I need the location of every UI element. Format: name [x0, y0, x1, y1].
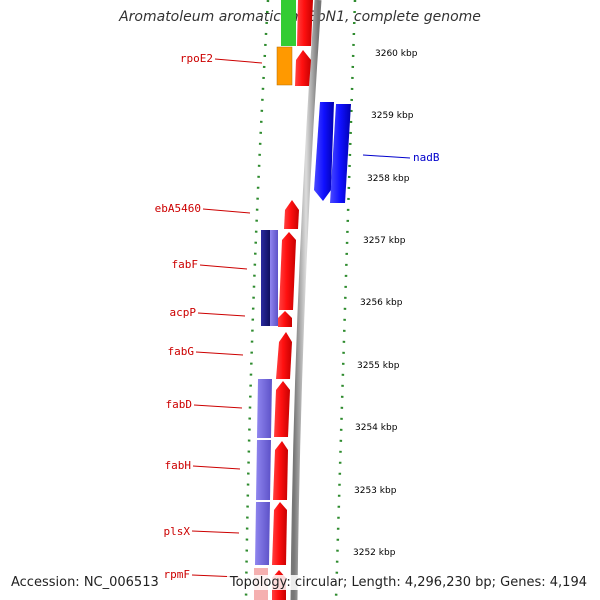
accession-label: Accession: NC_006513 — [8, 575, 162, 590]
connector-plsx — [191, 530, 240, 534]
gene-label-fabh: fabH — [165, 459, 192, 472]
gene-red-top — [297, 0, 313, 46]
connector-eba5460 — [202, 208, 251, 214]
gene-orange-block — [276, 46, 293, 86]
gene-label-fabf: fabF — [172, 258, 199, 271]
tick-label-3255: 3255 kbp — [357, 361, 400, 371]
gene-fabf — [279, 232, 296, 310]
connector-fabd — [193, 404, 243, 409]
gene-label-plsx: plsX — [164, 525, 191, 538]
tick-label-3257: 3257 kbp — [363, 236, 406, 246]
accession-text: Accession: NC_006513 — [8, 575, 162, 590]
ruler-arc-outer — [334, 0, 357, 600]
gene-label-nadb: nadB — [413, 151, 440, 164]
tick-label-3253: 3253 kbp — [354, 486, 397, 496]
gene-nadb-a — [314, 102, 334, 201]
gene-plsx — [272, 502, 287, 565]
gene-label-fabg: fabG — [168, 345, 195, 358]
gene-fabf-dark — [261, 230, 270, 326]
tick-label-3254: 3254 kbp — [355, 423, 398, 433]
tick-label-3260: 3260 kbp — [375, 49, 418, 59]
gene-label-rpoe2: rpoE2 — [180, 52, 213, 65]
gene-green-block — [281, 0, 296, 46]
gene-label-eba5460: ebA5460 — [155, 202, 201, 215]
gene-eba5460 — [284, 200, 299, 229]
gene-fabd — [274, 381, 290, 437]
gene-purple-fabh — [256, 440, 271, 500]
gene-fabg — [276, 332, 292, 379]
backbone-arc — [290, 0, 322, 600]
topology-label: Topology: circular; Length: 4,296,230 bp… — [226, 575, 590, 590]
connector-nadb — [362, 154, 411, 159]
connector-fabf — [199, 264, 248, 270]
tick-label-3256: 3256 kbp — [360, 298, 403, 308]
connector-rpoe2 — [214, 58, 263, 64]
gene-label-acpp: acpP — [170, 306, 197, 319]
tick-label-3259: 3259 kbp — [371, 111, 414, 121]
gene-nadb-b — [330, 104, 351, 203]
connector-fabg — [195, 351, 244, 356]
gene-purple-plsx — [255, 502, 270, 565]
gene-acpp — [278, 311, 292, 327]
gene-fabh — [273, 441, 288, 500]
tick-label-3252: 3252 kbp — [353, 548, 396, 558]
connector-acpp — [197, 312, 246, 317]
genome-summary-text: Topology: circular; Length: 4,296,230 bp… — [226, 575, 590, 590]
gene-purple-fabd — [257, 379, 272, 438]
gene-red-rpoe2 — [295, 50, 311, 86]
tick-label-3258: 3258 kbp — [367, 174, 410, 184]
gene-label-fabd: fabD — [166, 398, 193, 411]
connector-fabh — [192, 465, 241, 470]
gene-label-rpmf: rpmF — [164, 568, 191, 581]
gene-fabf-light — [270, 230, 278, 326]
